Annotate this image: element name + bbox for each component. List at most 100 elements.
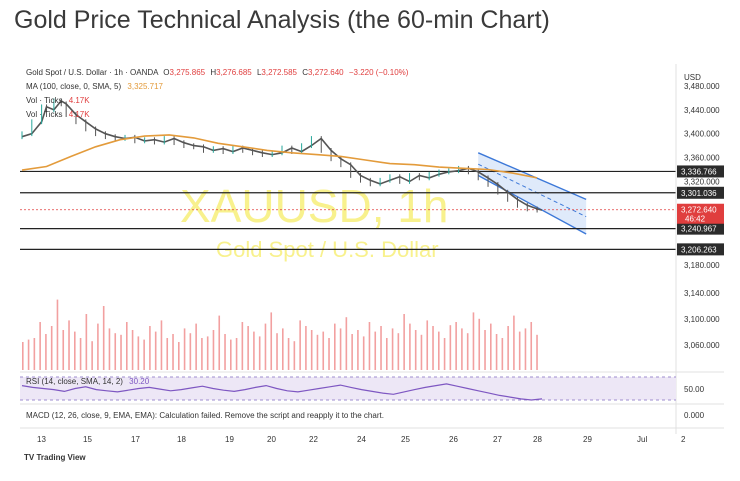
level-tag-box <box>677 165 724 178</box>
rsi-tick: 50.00 <box>684 385 705 394</box>
volume-bar <box>22 342 24 370</box>
volume-bar <box>241 322 244 370</box>
volume-bar <box>466 333 469 370</box>
volume-bars <box>22 299 538 370</box>
volume-bar <box>322 331 325 370</box>
time-tick: 29 <box>583 435 592 444</box>
channel-lower-line <box>477 174 587 235</box>
current-price-tag: 3,272.640 46:42 <box>677 203 724 224</box>
volume-bar <box>39 322 41 370</box>
volume-bar <box>472 312 475 370</box>
volume-bar <box>484 330 486 370</box>
chart-frame[interactable]: XAUUSD, 1h Gold Spot / U.S. Dollar USD 3… <box>20 64 724 476</box>
volume-bar <box>235 338 238 370</box>
volume-bar <box>310 330 313 370</box>
volume-bar <box>478 318 481 370</box>
volume-bar <box>258 336 261 370</box>
volume-bar <box>45 334 47 370</box>
time-tick: 27 <box>493 435 502 444</box>
time-tick: 25 <box>401 435 410 444</box>
volume-bar <box>374 331 377 370</box>
chart-background <box>20 64 724 476</box>
moving-average <box>21 134 538 179</box>
volume-bar <box>85 314 88 370</box>
volume-bar <box>409 323 411 370</box>
current-price-tag-box <box>677 203 724 224</box>
volume-bar <box>328 338 330 370</box>
time-tick: 26 <box>449 435 458 444</box>
price-chart[interactable]: XAUUSD, 1h Gold Spot / U.S. Dollar USD 3… <box>20 64 724 476</box>
volume-bar <box>420 334 423 370</box>
vol-legend-value-1: 4.17K <box>69 96 91 105</box>
volume-bar <box>455 322 457 370</box>
time-tick: 18 <box>177 435 186 444</box>
volume-bar <box>391 328 394 370</box>
time-tick: 17 <box>131 435 140 444</box>
volume-bar <box>114 333 117 370</box>
level-tag-value: 3,206.263 <box>681 245 717 254</box>
time-tick: 15 <box>83 435 92 444</box>
price-tick: 3,480.000 <box>684 82 720 91</box>
descending-channel[interactable] <box>477 152 587 235</box>
high-value: 3,276.685 <box>216 68 252 77</box>
volume-bar <box>183 328 186 370</box>
price-line <box>21 99 543 211</box>
volume-bar <box>345 317 348 370</box>
volume-bar <box>536 334 538 370</box>
level-tag-box <box>677 243 724 256</box>
volume-bar <box>172 334 174 370</box>
time-tick: 22 <box>309 435 318 444</box>
horizontal-levels[interactable] <box>20 170 676 250</box>
volume-bar <box>443 338 446 370</box>
ma-legend-value: 3,325.717 <box>127 82 163 91</box>
volume-bar <box>530 322 533 370</box>
rsi-path <box>21 383 543 401</box>
volume-bar <box>166 338 169 370</box>
volume-bar <box>293 341 296 370</box>
volume-bar <box>426 320 429 370</box>
price-axis[interactable]: 3,480.000 3,440.000 3,400.000 3,360.000 3,32… <box>684 82 720 270</box>
volume-bar <box>518 331 521 370</box>
volume-bar <box>432 326 434 370</box>
time-tick: 28 <box>533 435 542 444</box>
volume-bar <box>154 331 157 370</box>
volume-bar <box>305 326 307 370</box>
volume-bar <box>62 330 65 370</box>
volume-bar <box>414 330 417 370</box>
macd-label: MACD (12, 26, close, 9, EMA, EMA): Calcu… <box>26 411 384 420</box>
volume-bar <box>513 315 515 370</box>
volume-bar <box>230 339 232 370</box>
volume-bar <box>339 328 342 370</box>
volume-bar <box>495 334 498 370</box>
volume-bar <box>201 338 203 370</box>
volume-bar <box>102 306 105 370</box>
channel-mid-line <box>478 163 587 218</box>
volume-bar <box>438 331 440 370</box>
rsi-line <box>21 383 543 401</box>
time-tick: 24 <box>357 435 366 444</box>
current-price-value: 3,272.640 <box>681 206 717 215</box>
volume-axis: 3,140.000 3,100.000 3,060.000 <box>684 289 720 350</box>
channel-fill <box>478 152 587 234</box>
open-value: 3,275.865 <box>170 68 206 77</box>
volume-bar <box>282 328 284 370</box>
time-axis[interactable]: 13 15 17 18 19 20 22 24 25 26 27 28 29 Jul 2 <box>37 435 686 444</box>
current-price-countdown: 46:42 <box>685 215 706 224</box>
svg-text:Vol · Ticks 4.17K: Vol · Ticks 4.17K <box>26 110 90 119</box>
volume-tick: 3,140.000 <box>684 289 720 298</box>
volume-bar <box>334 323 336 370</box>
level-tag-value: 3,301.036 <box>681 189 717 198</box>
price-series <box>21 98 543 213</box>
volume-bar <box>501 338 504 370</box>
channel-upper-line <box>477 152 587 201</box>
volume-bar <box>50 326 53 370</box>
volume-bar <box>131 330 134 370</box>
volume-bar <box>247 326 249 370</box>
volume-bar <box>126 322 128 370</box>
volume-bar <box>97 323 99 370</box>
time-tick: 19 <box>225 435 234 444</box>
change-value: −3.220 (−0.10%) <box>349 68 409 77</box>
volume-bar <box>362 336 365 370</box>
price-tick: 3,180.000 <box>684 261 720 270</box>
volume-bar <box>524 328 527 370</box>
